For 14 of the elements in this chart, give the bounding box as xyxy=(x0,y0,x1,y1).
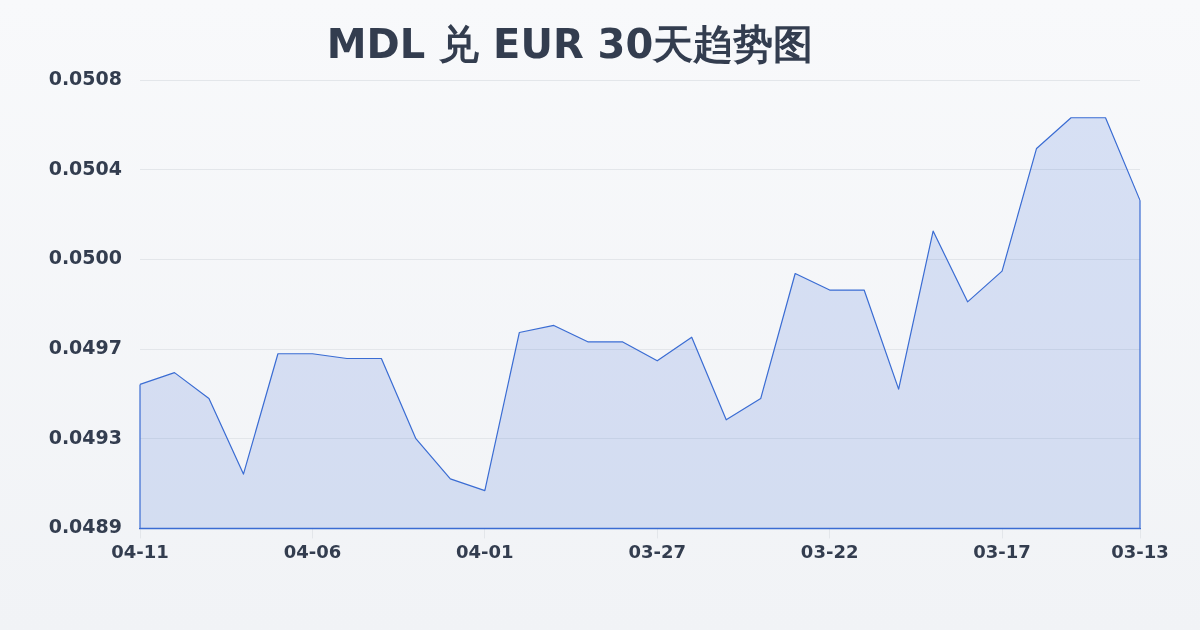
y-tick-label: 0.0497 xyxy=(48,335,122,358)
y-tick-label: 0.0489 xyxy=(48,515,122,538)
y-tick-label: 0.0504 xyxy=(48,156,122,179)
x-tick-label: 04-01 xyxy=(456,540,514,562)
x-tick-label: 03-17 xyxy=(973,540,1031,562)
x-tick-label: 03-22 xyxy=(800,540,859,562)
y-tick-label: 0.0500 xyxy=(48,246,122,269)
x-tick-label: 04-06 xyxy=(283,540,342,562)
x-tick-label: 04-11 xyxy=(111,540,169,562)
chart-title: MDL 兑 EUR 30天趋势图 xyxy=(326,21,814,68)
y-tick-label: 0.0508 xyxy=(48,66,122,89)
x-tick-label: 03-13 xyxy=(1111,540,1169,562)
y-tick-label: 0.0493 xyxy=(48,425,122,448)
x-tick-label: 03-27 xyxy=(628,540,687,562)
